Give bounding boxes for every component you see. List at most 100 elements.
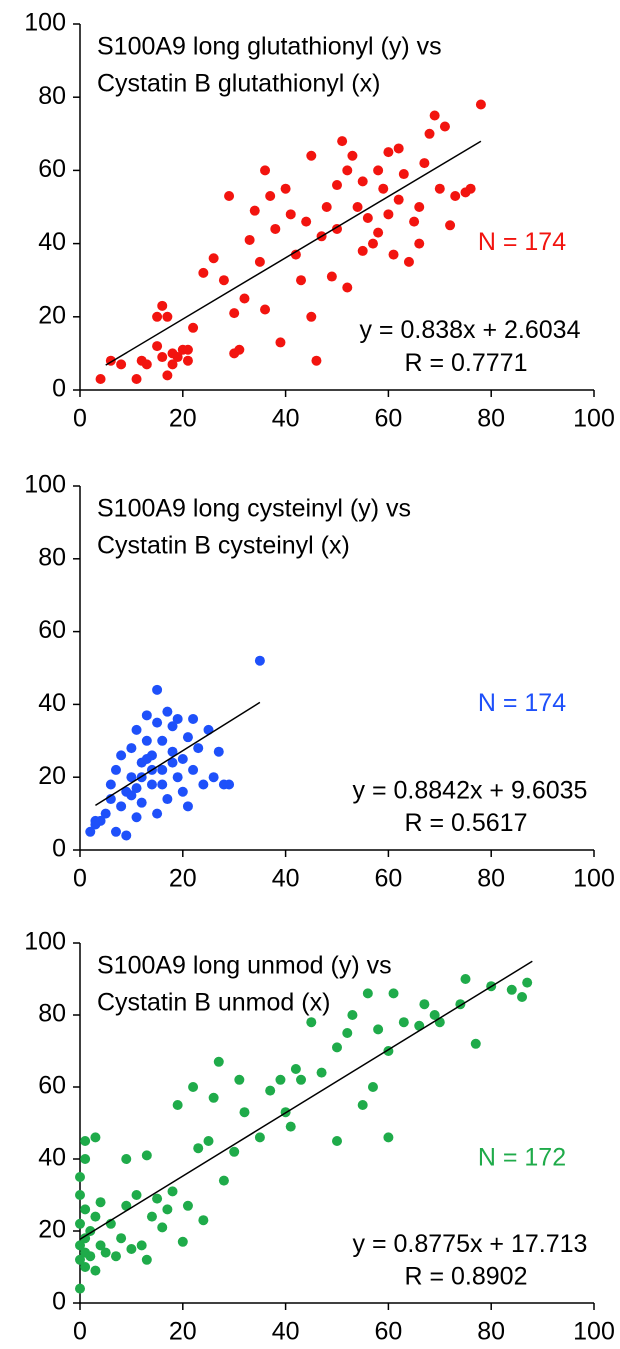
point [229,308,240,319]
point [141,1254,152,1265]
point [265,191,276,202]
point [146,1211,157,1222]
point [414,1020,425,1031]
point [152,808,163,819]
point [100,1247,111,1258]
point [383,147,394,158]
point [254,256,265,267]
point [193,1143,204,1154]
point [75,1254,85,1265]
point [290,1064,301,1074]
r-label: R = 0.8902 [404,1262,527,1290]
point [95,815,106,826]
point [85,1226,96,1236]
point [342,1028,353,1038]
point [450,191,461,202]
point [116,1233,127,1244]
x-tick-label: 20 [169,405,197,433]
point [182,1200,193,1211]
point [167,746,178,757]
y-tick-label: 80 [38,82,66,110]
point [75,1283,85,1294]
y-tick-label: 40 [38,228,66,256]
x-tick-label: 20 [169,1318,197,1346]
point [188,713,199,724]
n-label: N = 172 [478,1144,566,1172]
point [296,275,307,286]
point [126,743,137,754]
point [162,370,173,381]
point [306,1017,317,1028]
point [234,344,245,355]
point [285,209,296,220]
point [398,1017,409,1028]
point [80,1136,91,1146]
point [414,202,425,212]
point [465,183,476,194]
x-tick-label: 40 [272,405,300,433]
point [218,275,229,286]
point [265,1085,276,1096]
point [419,999,430,1010]
equation: y = 0.8842x + 9.6035 [353,776,588,804]
n-label: N = 174 [478,689,566,717]
y-tick-label: 100 [24,928,66,956]
point [213,1056,224,1067]
point [162,311,173,322]
point [157,1222,168,1233]
point [383,1132,394,1143]
point [152,341,163,352]
point [90,1211,101,1222]
point [162,794,173,805]
point [434,183,445,194]
equation: y = 0.8775x + 17.713 [353,1230,588,1258]
x-tick-label: 0 [73,865,87,893]
x-tick-label: 20 [169,865,197,893]
point [213,746,224,757]
point [172,352,183,363]
y-tick-label: 60 [38,616,66,644]
point [388,249,399,260]
point [172,713,183,724]
point [167,721,178,732]
point [439,121,450,132]
point [275,337,286,348]
point [177,754,188,764]
chart-title: Cystatin B unmod (x) [97,989,330,1017]
point [121,1200,132,1211]
point [342,165,353,176]
point [95,374,106,385]
y-tick-label: 20 [38,1216,66,1244]
point [229,1146,240,1157]
point [383,209,394,220]
point [157,735,168,746]
point [157,779,168,790]
x-tick-label: 100 [573,865,615,893]
point [157,764,168,775]
point [352,202,363,212]
y-tick-label: 20 [38,762,66,790]
point [131,1190,142,1200]
point [260,165,271,176]
point [316,1067,327,1078]
x-tick-label: 0 [73,1318,87,1346]
point [362,212,373,223]
x-tick-label: 80 [477,405,505,433]
point [254,655,265,666]
point [414,238,425,249]
point [311,355,322,366]
point [167,1186,178,1197]
point [152,1193,163,1204]
point [141,359,152,370]
y-tick-label: 20 [38,301,66,329]
point [136,797,147,808]
chart-title: S100A9 long unmod (y) vs [97,952,392,980]
y-tick-label: 60 [38,155,66,183]
y-tick-label: 100 [24,9,66,37]
point [218,1175,229,1186]
point [373,227,384,238]
x-tick-label: 60 [374,1318,402,1346]
point [239,1107,250,1118]
point [116,359,127,370]
